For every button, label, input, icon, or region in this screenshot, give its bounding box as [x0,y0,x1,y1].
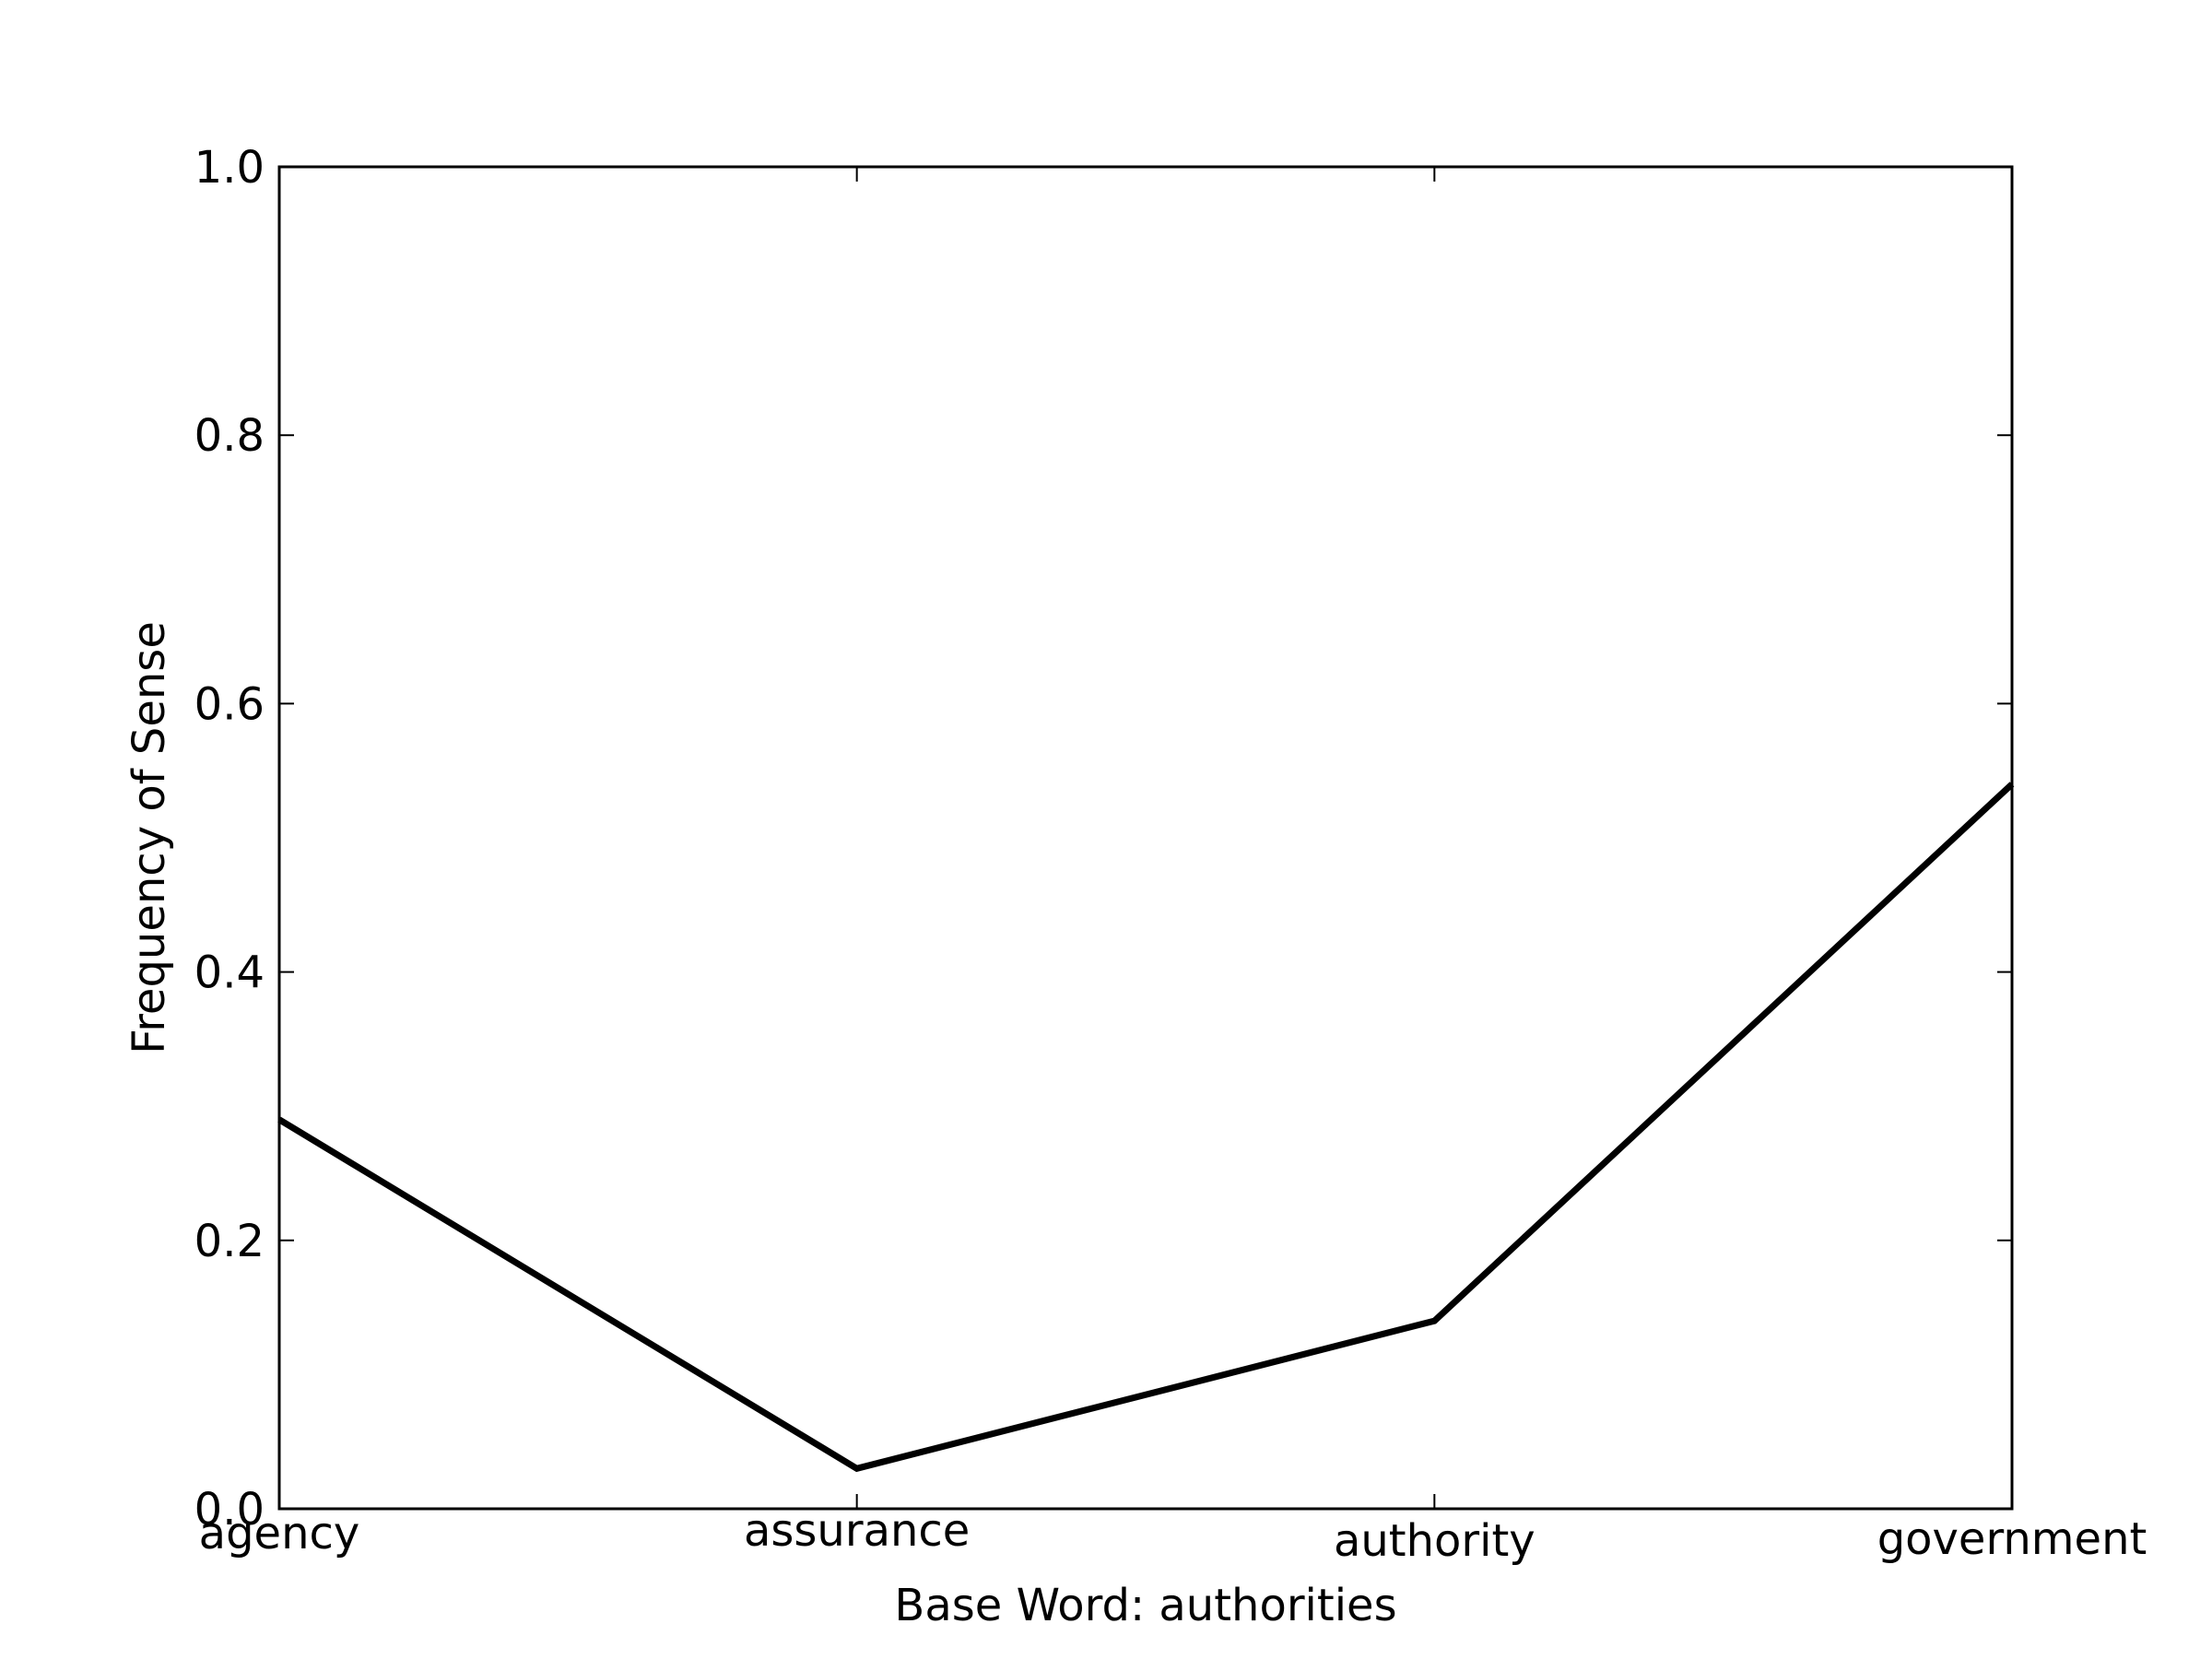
x-axis-ticks: agency assurance authority government [199,167,2147,1567]
y-tick-label: 0.0 [194,1484,265,1535]
y-tick-label: 1.0 [194,142,265,194]
plot-frame [277,165,2014,1511]
x-tick-label: assurance [744,1505,970,1557]
series-line [277,782,2015,1473]
x-tick-label: authority [1334,1515,1535,1567]
x-tick-label: agency [199,1508,360,1559]
y-axis-label: Frequency of Sense [124,621,175,1054]
x-axis-label: Base Word: authorities [894,1580,1396,1631]
x-tick-label: government [1877,1513,2147,1565]
y-tick-label: 0.8 [194,410,265,462]
series-layer [277,782,2015,1473]
y-tick-label: 0.4 [194,947,265,999]
y-tick-label: 0.6 [194,678,265,730]
y-axis-ticks: 0.0 0.2 0.4 0.6 0.8 1.0 [194,142,2012,1535]
y-tick-label: 0.2 [194,1216,265,1267]
